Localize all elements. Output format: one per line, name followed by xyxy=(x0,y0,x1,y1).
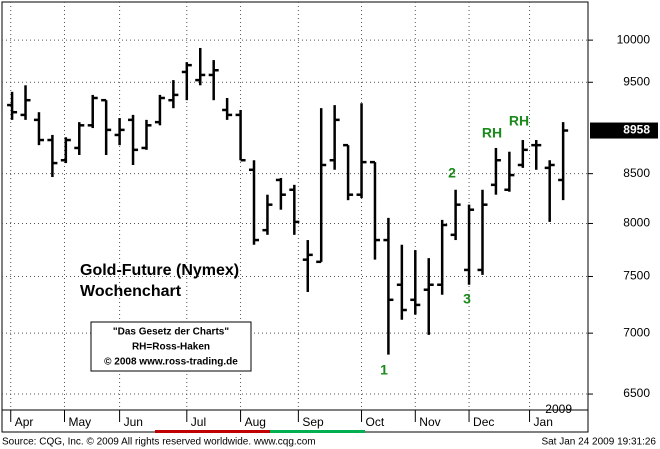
period-stripe-red xyxy=(155,430,270,433)
period-stripe-green xyxy=(270,430,365,433)
info-line: "Das Gesetz der Charts" xyxy=(113,327,229,338)
y-tick-label: 7500 xyxy=(623,269,650,283)
info-line: RH=Ross-Haken xyxy=(132,342,210,353)
y-tick-label: 8500 xyxy=(623,166,650,180)
y-tick-label: 9500 xyxy=(623,74,650,88)
y-tick-label: 7000 xyxy=(623,325,650,339)
x-tick-label: Sep xyxy=(302,415,324,429)
y-tick-label: 8000 xyxy=(623,216,650,230)
grid xyxy=(2,2,588,410)
x-tick-label: Apr xyxy=(15,415,34,429)
annotation: RH xyxy=(482,125,502,141)
annotation: 1 xyxy=(380,362,388,378)
chart-subtitle: Wochenchart xyxy=(80,283,182,300)
info-box xyxy=(90,321,252,372)
last-price-box xyxy=(590,122,658,139)
bars xyxy=(7,47,569,355)
x-tick-label: Aug xyxy=(245,415,266,429)
x-tick-label: Jun xyxy=(124,415,143,429)
annotation: 3 xyxy=(463,291,471,307)
annotation: 2 xyxy=(448,165,456,181)
x-tick-label: Dec xyxy=(473,415,494,429)
info-line: © 2008 www.ross-trading.de xyxy=(104,357,238,368)
x-tick-label: Jul xyxy=(191,415,206,429)
x-tick-label: Nov xyxy=(419,415,440,429)
x-tick-label: May xyxy=(68,415,91,429)
last-price-label: 8958 xyxy=(623,123,650,137)
year-label: 2009 xyxy=(545,402,572,416)
timestamp: Sat Jan 24 2009 19:31:26 xyxy=(541,437,656,448)
x-tick-label: Oct xyxy=(366,415,385,429)
source: Source: CQG, Inc. © 2009 All rights rese… xyxy=(2,437,316,448)
chart-title: Gold-Future (Nymex) xyxy=(80,262,239,279)
y-tick-label: 10000 xyxy=(617,32,651,46)
y-tick-label: 6500 xyxy=(623,386,650,400)
annotation: RH xyxy=(509,113,529,129)
x-tick-label: Jan xyxy=(534,415,553,429)
